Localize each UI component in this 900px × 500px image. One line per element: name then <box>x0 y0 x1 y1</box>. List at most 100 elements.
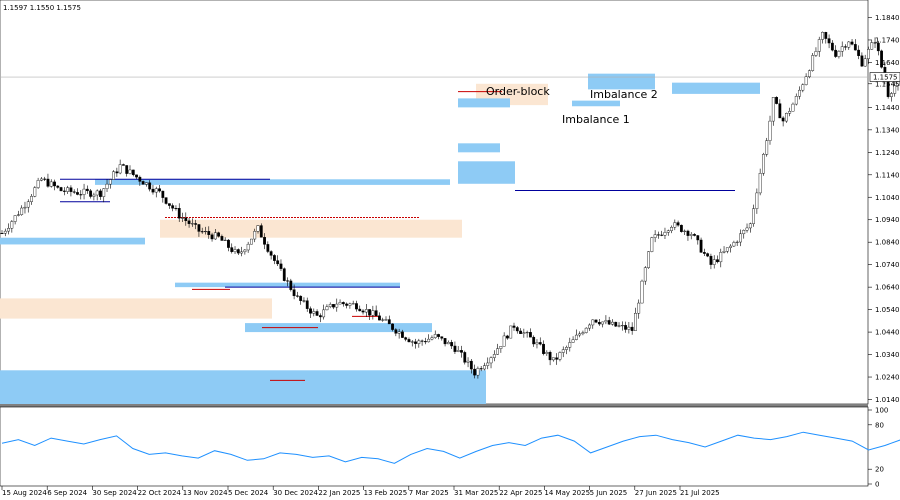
candle <box>128 165 132 175</box>
candle <box>693 233 696 237</box>
levels-layer <box>60 91 735 381</box>
candle <box>867 46 870 65</box>
candle <box>220 234 224 241</box>
candle <box>371 305 375 320</box>
candle <box>256 224 260 234</box>
candle <box>489 356 493 369</box>
candle <box>683 229 687 235</box>
candle <box>279 259 283 271</box>
candle <box>99 188 102 200</box>
candle <box>76 188 79 196</box>
candle <box>190 218 194 227</box>
candle <box>519 328 522 334</box>
time-tick-label: 30 Dec 2024 <box>273 489 318 497</box>
candle <box>850 39 854 46</box>
panel-separator[interactable] <box>0 404 868 407</box>
candle <box>565 345 568 355</box>
candle <box>387 315 391 325</box>
candle <box>187 218 191 228</box>
candle <box>26 199 30 213</box>
price-tick-label: 1.1545 <box>875 80 900 88</box>
candle <box>223 237 227 241</box>
price-tick-label: 1.1340 <box>875 126 900 134</box>
time-tick-label: 5 Jun 2025 <box>590 489 628 497</box>
zones-layer <box>0 73 760 404</box>
candle <box>745 223 749 233</box>
candle <box>450 339 454 350</box>
candle <box>148 180 152 192</box>
candle <box>381 317 385 322</box>
candle <box>112 170 115 180</box>
candle <box>673 219 677 231</box>
candle <box>200 227 204 234</box>
candle <box>502 332 506 347</box>
candle <box>158 185 161 193</box>
candle <box>79 190 83 200</box>
candle <box>397 328 401 339</box>
order-block-zone <box>0 298 272 319</box>
candle <box>240 246 243 257</box>
candle <box>348 302 352 309</box>
candle <box>423 337 427 345</box>
price-tick-label: 1.0940 <box>875 216 900 224</box>
time-tick-label: 15 Aug 2024 <box>2 489 47 497</box>
candle <box>404 336 408 342</box>
price-tick-label: 1.0340 <box>875 351 900 359</box>
candle <box>466 357 470 368</box>
candle <box>227 239 230 252</box>
candle <box>204 226 207 235</box>
candle <box>89 189 93 199</box>
candle <box>131 169 135 177</box>
candle <box>847 41 851 50</box>
candle <box>197 224 201 237</box>
annotations-layer: Order-block Imbalance 2 Imbalance 1 <box>486 85 658 126</box>
candle <box>427 334 431 343</box>
candle <box>716 255 719 264</box>
candle <box>164 197 168 205</box>
candle <box>30 193 33 205</box>
candle <box>273 254 276 265</box>
candle <box>62 187 66 196</box>
candle <box>312 308 316 317</box>
candle <box>670 225 673 234</box>
candle <box>666 229 670 236</box>
candle <box>43 176 47 181</box>
price-tick-label: 1.0240 <box>875 374 900 382</box>
candle <box>401 329 404 339</box>
candle <box>102 188 106 203</box>
candle <box>801 83 805 93</box>
candle <box>13 215 17 225</box>
candle <box>506 334 509 340</box>
candle <box>302 297 306 303</box>
candle <box>706 252 710 258</box>
candle <box>699 237 703 253</box>
candle <box>771 97 775 126</box>
price-tick-label: 1.0540 <box>875 306 900 314</box>
candle <box>364 304 368 318</box>
candle <box>194 219 198 230</box>
price-tick-label: 1.1240 <box>875 149 900 157</box>
candle <box>785 112 788 123</box>
candle <box>108 178 112 189</box>
candle <box>624 321 627 333</box>
candle <box>657 231 660 239</box>
candle <box>660 230 664 237</box>
candle <box>335 298 339 312</box>
candle <box>591 319 595 329</box>
candle <box>535 339 539 349</box>
candle <box>601 321 605 328</box>
candle <box>141 180 145 185</box>
time-tick-label: 22 Oct 2024 <box>138 489 182 497</box>
candle <box>837 50 841 59</box>
candle <box>167 203 171 209</box>
candle <box>486 357 490 370</box>
candle <box>627 322 631 334</box>
price-tick-label: 1.1640 <box>875 59 900 67</box>
candle <box>59 186 63 192</box>
candle <box>807 69 811 79</box>
annotation-imbalance-2: Imbalance 2 <box>590 88 658 101</box>
candle <box>269 250 273 260</box>
candle <box>3 228 7 237</box>
candle <box>440 336 444 341</box>
